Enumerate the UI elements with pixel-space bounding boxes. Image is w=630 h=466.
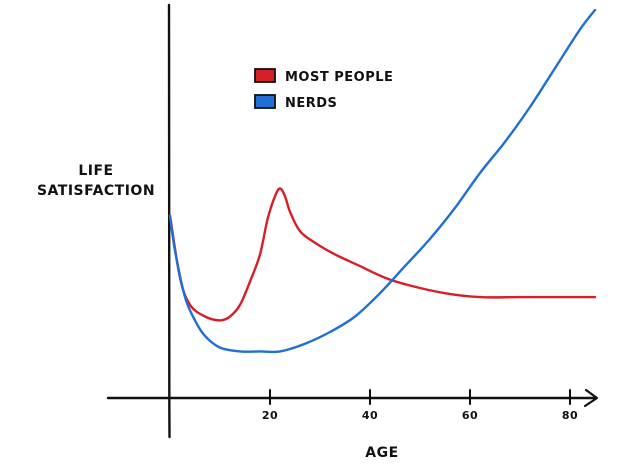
legend-label-most-people: MOST PEOPLE — [285, 70, 393, 85]
series-line-nerds — [168, 8, 597, 354]
y-axis-label-line-2: SATISFACTION — [37, 183, 155, 199]
series-layer — [168, 8, 597, 354]
x-tick-label-60: 60 — [462, 409, 478, 422]
legend: MOST PEOPLE NERDS — [254, 68, 393, 111]
y-axis-line — [167, 3, 171, 439]
series-line-most-people — [168, 187, 597, 322]
y-axis-label-line-1: LIFE — [78, 163, 113, 179]
x-tick-label-40: 40 — [362, 409, 378, 422]
x-axis-line — [106, 396, 598, 400]
legend-swatch-most-people — [254, 68, 276, 83]
legend-swatch-nerds — [254, 94, 276, 109]
x-tick-label-20: 20 — [262, 409, 278, 422]
x-axis-arrowhead — [583, 388, 599, 408]
x-axis-label: AGE — [365, 445, 398, 461]
x-tick-label-80: 80 — [562, 409, 578, 422]
legend-label-nerds: NERDS — [285, 96, 337, 111]
x-axis-ticks: 20 40 60 80 — [262, 389, 578, 422]
